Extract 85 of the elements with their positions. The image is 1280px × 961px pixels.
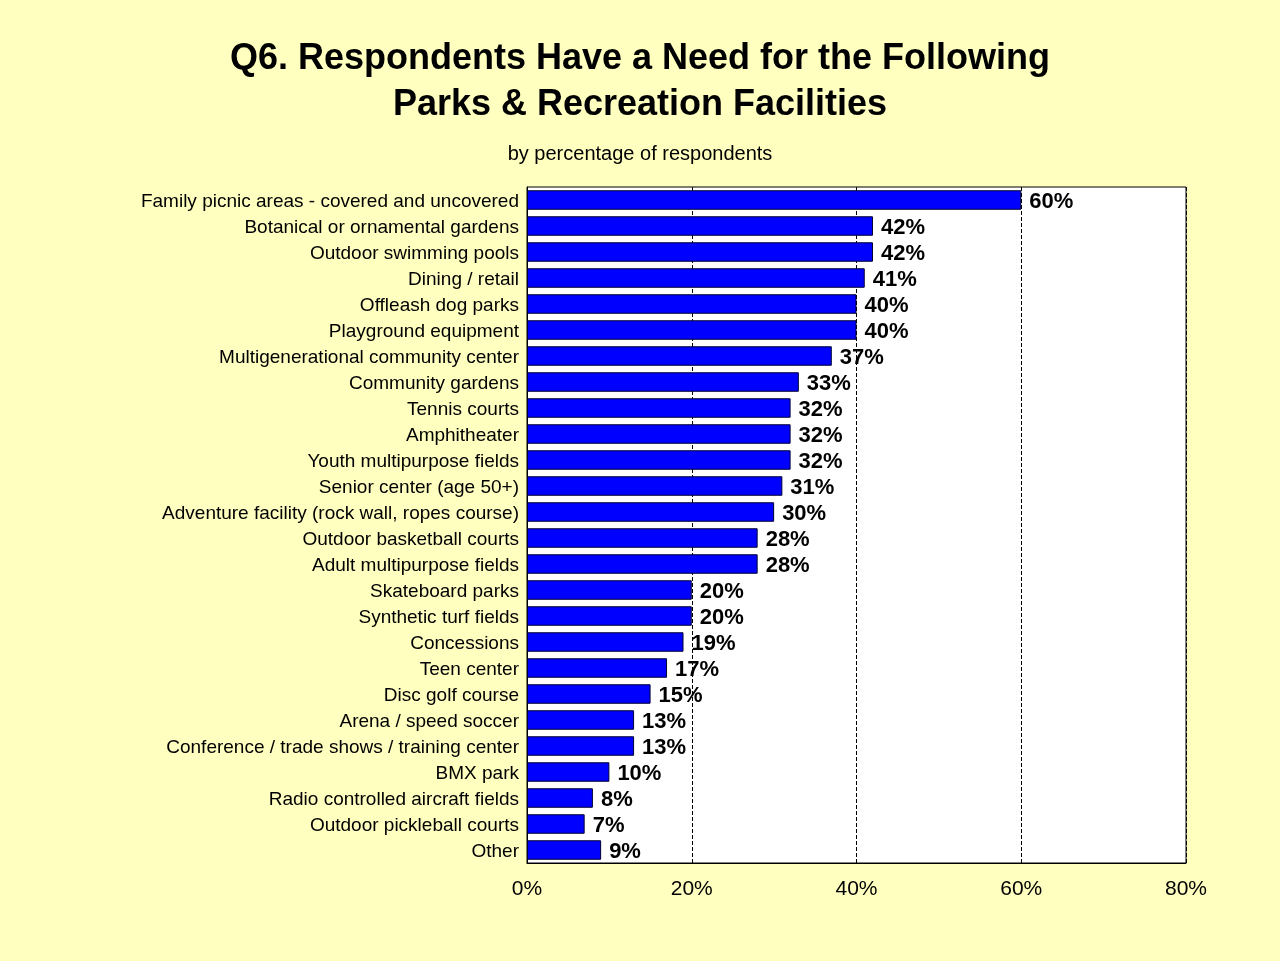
y-tick-label: Skateboard parks — [370, 579, 519, 601]
bar — [527, 840, 602, 860]
y-tick-label: Adult multipurpose fields — [312, 553, 519, 575]
y-tick-label: Conference / trade shows / training center — [166, 735, 520, 757]
y-tick-label: Dining / retail — [408, 267, 519, 289]
bar — [527, 398, 791, 418]
bar — [527, 372, 799, 392]
bar — [527, 320, 857, 340]
data-label: 8% — [600, 785, 633, 811]
bar — [527, 736, 635, 756]
bar — [527, 216, 873, 236]
data-label: 41% — [872, 265, 917, 291]
data-label: 32% — [798, 447, 843, 473]
data-label: 13% — [642, 733, 687, 759]
data-label: 19% — [691, 629, 736, 655]
y-tick-label: Offleash dog parks — [359, 293, 519, 315]
data-label: 40% — [864, 291, 909, 317]
y-tick-label: Family picnic areas - covered and uncovered — [140, 189, 519, 211]
bar — [527, 502, 775, 522]
data-label: 20% — [699, 577, 744, 603]
y-tick-label: BMX park — [435, 761, 520, 783]
chart-subtitle: by percentage of respondents — [507, 142, 773, 164]
y-tick-label: Disc golf course — [383, 683, 519, 705]
y-tick-label: Multigenerational community center — [219, 345, 520, 367]
y-tick-label: Radio controlled aircraft fields — [268, 787, 519, 809]
x-tick-label: 80% — [1164, 876, 1208, 899]
data-label: 28% — [765, 525, 810, 551]
x-tick-label: 40% — [835, 876, 878, 899]
y-tick-label: Concessions — [410, 631, 519, 653]
bar — [527, 710, 635, 730]
data-label: 13% — [642, 707, 687, 733]
y-tick-label: Arena / speed soccer — [339, 709, 520, 731]
data-label: 31% — [790, 473, 835, 499]
y-tick-label: Community gardens — [348, 371, 519, 393]
data-label: 42% — [880, 213, 926, 239]
data-label: 10% — [617, 759, 662, 785]
data-label: 37% — [839, 343, 884, 369]
y-tick-label: Playground equipment — [328, 319, 520, 341]
bar — [527, 424, 791, 444]
bar — [527, 788, 593, 808]
data-label: 33% — [806, 369, 851, 395]
bar — [527, 450, 791, 470]
y-tick-label: Botanical or ornamental gardens — [244, 215, 519, 237]
data-label: 32% — [798, 395, 843, 421]
y-tick-label: Outdoor pickleball courts — [309, 813, 519, 835]
data-label: 17% — [675, 655, 720, 681]
y-tick-label: Other — [471, 839, 520, 861]
bar — [527, 762, 610, 782]
bar — [527, 554, 758, 574]
bar — [527, 268, 865, 288]
y-tick-label: Youth multipurpose fields — [307, 449, 519, 471]
data-label: 32% — [798, 421, 843, 447]
data-label: 60% — [1029, 187, 1074, 213]
bar — [527, 242, 873, 262]
x-tick-label: 60% — [1000, 876, 1043, 899]
bar — [527, 632, 684, 652]
y-tick-label: Tennis courts — [407, 397, 519, 419]
y-tick-label: Outdoor swimming pools — [309, 241, 519, 263]
y-tick-label: Amphitheater — [405, 423, 520, 445]
bar — [527, 606, 692, 626]
x-tick-label: 0% — [511, 876, 543, 899]
y-tick-label: Teen center — [419, 657, 520, 679]
data-label: 20% — [699, 603, 744, 629]
data-label: 40% — [864, 317, 909, 343]
bar — [527, 658, 668, 678]
bar — [527, 814, 585, 834]
y-tick-label: Outdoor basketball courts — [302, 527, 519, 549]
data-label: 42% — [880, 239, 926, 265]
x-tick-label: 20% — [670, 876, 713, 899]
y-tick-label: Adventure facility (rock wall, ropes course) — [162, 501, 519, 523]
bar — [527, 528, 758, 548]
data-label: 28% — [765, 551, 810, 577]
y-tick-label: Senior center (age 50+) — [318, 475, 519, 497]
bar — [527, 580, 692, 600]
bar — [527, 476, 783, 496]
y-tick-label: Synthetic turf fields — [358, 605, 519, 627]
chart-title: Q6. Respondents Have a Need for the Following Parks & Recreation Facilities — [229, 35, 1051, 123]
data-label: 30% — [782, 499, 827, 525]
bar — [527, 294, 857, 314]
data-label: 7% — [592, 811, 625, 837]
bar — [527, 346, 832, 366]
data-label: 9% — [609, 837, 641, 863]
bar — [527, 684, 651, 704]
data-label: 15% — [658, 681, 703, 707]
bar — [527, 190, 1022, 210]
